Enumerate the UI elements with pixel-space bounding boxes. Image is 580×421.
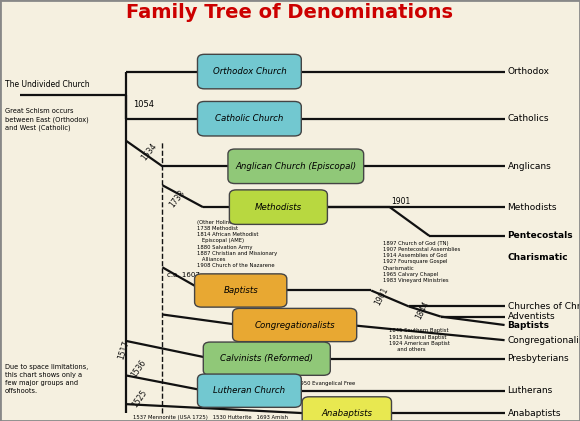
Text: Presbyterians: Presbyterians [508, 354, 569, 363]
Text: Baptists: Baptists [223, 286, 258, 295]
Text: Adventists: Adventists [508, 312, 555, 321]
Text: 1537 Mennonite (USA 1725)   1530 Hutterite   1693 Amish: 1537 Mennonite (USA 1725) 1530 Hutterite… [133, 415, 288, 420]
FancyBboxPatch shape [197, 374, 302, 408]
FancyBboxPatch shape [228, 149, 364, 184]
Text: 1901: 1901 [373, 286, 390, 307]
Text: Catholic Church: Catholic Church [215, 114, 284, 123]
FancyBboxPatch shape [204, 342, 331, 376]
Text: Methodists: Methodists [255, 203, 302, 212]
Text: Lutherans: Lutherans [508, 386, 553, 395]
Text: Catholics: Catholics [508, 114, 549, 123]
Text: 1525: 1525 [130, 388, 148, 409]
FancyBboxPatch shape [197, 101, 302, 136]
Text: (Other Holiness Churches)
1738 Methodist
1814 African Methodist
   Episcopal (AM: (Other Holiness Churches) 1738 Methodist… [197, 220, 277, 268]
FancyBboxPatch shape [229, 190, 327, 224]
FancyBboxPatch shape [194, 274, 287, 307]
Text: 1536: 1536 [130, 358, 148, 379]
Text: 1844: 1844 [414, 300, 431, 321]
Text: The Undivided Church: The Undivided Church [5, 80, 89, 89]
Text: 1517: 1517 [116, 340, 131, 361]
Text: Calvinists (Reformed): Calvinists (Reformed) [220, 354, 313, 363]
FancyBboxPatch shape [233, 308, 357, 342]
Text: 1534: 1534 [140, 141, 159, 162]
Text: Lutheran Church: Lutheran Church [213, 386, 285, 395]
Text: 1845 Southern Baptist
1915 National Baptist
1924 American Baptist
     and other: 1845 Southern Baptist 1915 National Bapt… [389, 328, 450, 352]
Text: Baptists: Baptists [508, 320, 549, 330]
Text: Congregationalists: Congregationalists [254, 320, 335, 330]
Text: Anabaptists: Anabaptists [508, 409, 561, 418]
FancyBboxPatch shape [197, 54, 302, 89]
Text: Anglicans: Anglicans [508, 162, 551, 171]
Text: Great Schism occurs
between East (Orthodox)
and West (Catholic): Great Schism occurs between East (Orthod… [5, 109, 88, 131]
Text: Pentecostals: Pentecostals [508, 231, 573, 240]
Text: 1897 Church of God (TN)
1907 Pentecostal Assemblies
1914 Assemblies of God
1927 : 1897 Church of God (TN) 1907 Pentecostal… [383, 241, 460, 283]
Text: Congregationalists: Congregationalists [508, 336, 580, 345]
Text: 1738: 1738 [168, 189, 186, 210]
Text: 1054: 1054 [133, 100, 154, 109]
Text: Due to space limitations,
this chart shows only a
few major groups and
offshoots: Due to space limitations, this chart sho… [5, 364, 88, 394]
Text: Orthodox Church: Orthodox Church [212, 67, 287, 76]
Text: Orthodox: Orthodox [508, 67, 549, 76]
Text: Methodists: Methodists [508, 203, 557, 212]
Text: Anglican Church (Episcopal): Anglican Church (Episcopal) [235, 162, 356, 171]
Text: 1865 Evangelical Covenant      1950 Evangelical Free: 1865 Evangelical Covenant 1950 Evangelic… [215, 381, 355, 386]
Text: Churches of Christ: Churches of Christ [508, 302, 580, 311]
Text: Family Tree of Denominations: Family Tree of Denominations [126, 3, 454, 22]
FancyBboxPatch shape [302, 397, 392, 421]
Text: Charismatic: Charismatic [508, 253, 568, 262]
Text: 1901: 1901 [391, 197, 410, 206]
Text: Anabaptists: Anabaptists [321, 409, 372, 418]
Text: c.a. 1607: c.a. 1607 [167, 272, 200, 278]
